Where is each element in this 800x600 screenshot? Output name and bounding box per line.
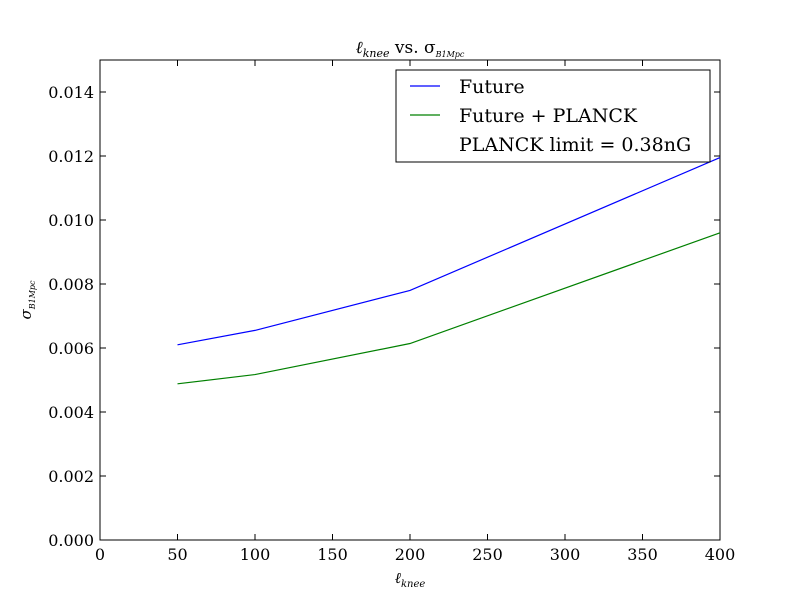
y-axis-label-sub: B1Mpc [28,280,37,310]
x-tick-label: 200 [395,545,426,564]
y-axis-label: σB1Mpc [17,280,37,320]
y-tick-label: 0.012 [48,147,94,166]
x-tick-label: 100 [240,545,271,564]
x-axis-label: ℓknee [395,569,426,590]
chart-title-mid: vs. σ [389,38,436,58]
y-tick-label: 0.014 [48,83,94,102]
series-line-1 [177,232,721,385]
chart-title-sub2: B1Mpc [435,50,465,59]
x-tick-label: 400 [705,545,736,564]
chart-title-main: ℓ [356,38,363,58]
ticks: 0 50 100 150 200 250 300 350 400 0.000 0.002 0.004 0… [48,60,735,564]
chart-title: ℓknee vs. σB1Mpc [356,38,465,60]
legend-box [395,69,711,163]
x-tick-label: 150 [317,545,348,564]
y-tick-label: 0.002 [48,467,94,486]
series-lines [177,157,721,385]
x-axis-label-main: ℓ [395,569,401,587]
series-line-0 [177,157,721,346]
legend-label-planck-limit: PLANCK limit = 0.38nG [459,134,691,156]
x-axis-label-sub: knee [401,579,425,590]
chart-title-sub: knee [363,47,390,60]
y-tick-label: 0.000 [48,531,94,550]
x-tick-label: 350 [627,545,658,564]
y-tick-label: 0.004 [48,403,94,422]
x-tick-label: 50 [167,545,187,564]
legend-label-future: Future [459,76,525,98]
y-tick-label: 0.006 [48,339,94,358]
legend: Future Future + PLANCK PLANCK limit = 0.… [395,69,711,163]
x-tick-label: 0 [95,545,105,564]
y-tick-label: 0.010 [48,211,94,230]
x-tick-label: 250 [472,545,503,564]
legend-label-future-planck: Future + PLANCK [459,105,638,127]
x-tick-label: 300 [550,545,581,564]
y-tick-label: 0.008 [48,275,94,294]
y-axis-label-main: σ [17,309,35,320]
